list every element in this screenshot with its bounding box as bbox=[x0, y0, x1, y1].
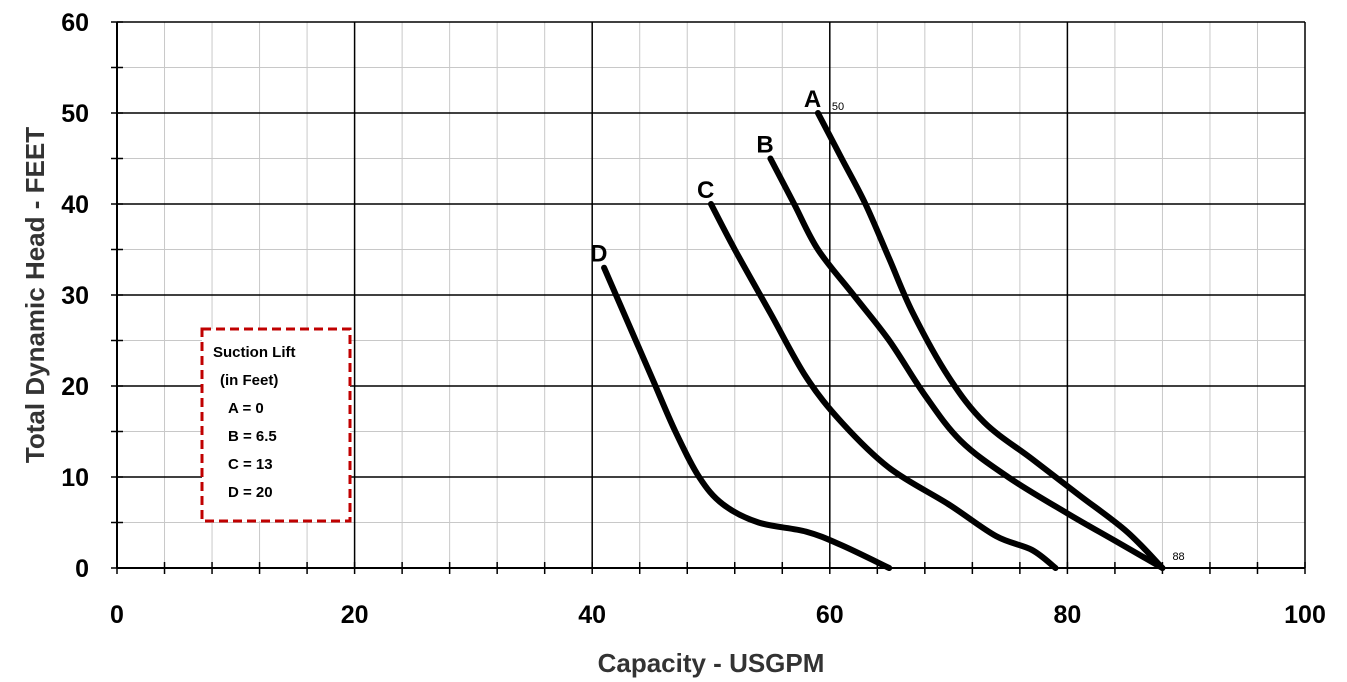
y-tick-label: 50 bbox=[61, 100, 89, 128]
x-tick-label: 20 bbox=[341, 601, 369, 629]
y-tick-label: 20 bbox=[61, 373, 89, 401]
annotation-a-end: 50 bbox=[832, 101, 844, 113]
curve-label-c: C bbox=[697, 177, 714, 204]
y-tick-label: 0 bbox=[75, 555, 89, 583]
x-axis-title: Capacity - USGPM bbox=[598, 648, 825, 678]
curve-c bbox=[708, 201, 1059, 571]
x-tick-label: 80 bbox=[1053, 601, 1081, 629]
legend-item-b: B = 6.5 bbox=[228, 428, 277, 445]
x-tick-label: 40 bbox=[578, 601, 606, 629]
legend-title-line2: (in Feet) bbox=[220, 372, 278, 389]
curve-label-a: A bbox=[804, 86, 821, 113]
tick-labels: 0 20 40 60 80 100 0 10 20 30 40 50 60 bbox=[61, 9, 1326, 629]
legend-title-line1: Suction Lift bbox=[213, 344, 296, 361]
annotation-right-end: 88 bbox=[1172, 551, 1184, 563]
curve-label-d: D bbox=[590, 241, 607, 268]
curve-label-b: B bbox=[756, 132, 773, 159]
y-tick-label: 30 bbox=[61, 282, 89, 310]
legend-box bbox=[200, 327, 352, 523]
y-tick-label: 60 bbox=[61, 9, 89, 37]
legend: Suction Lift (in Feet) A = 0 B = 6.5 C =… bbox=[200, 327, 352, 523]
x-tick-label: 100 bbox=[1284, 601, 1326, 629]
curve-a bbox=[814, 110, 1166, 571]
y-tick-label: 40 bbox=[61, 191, 89, 219]
x-tick-label: 60 bbox=[816, 601, 844, 629]
tick-marks bbox=[111, 21, 1306, 574]
y-tick-label: 10 bbox=[61, 464, 89, 492]
curve-d bbox=[601, 264, 893, 571]
curves bbox=[601, 110, 1166, 571]
legend-item-a: A = 0 bbox=[228, 400, 264, 417]
legend-item-d: D = 20 bbox=[228, 484, 273, 501]
legend-item-c: C = 13 bbox=[228, 456, 273, 473]
y-axis-title: Total Dynamic Head - FEET bbox=[20, 127, 50, 463]
x-tick-label: 0 bbox=[110, 601, 124, 629]
curve-b bbox=[767, 155, 1166, 571]
